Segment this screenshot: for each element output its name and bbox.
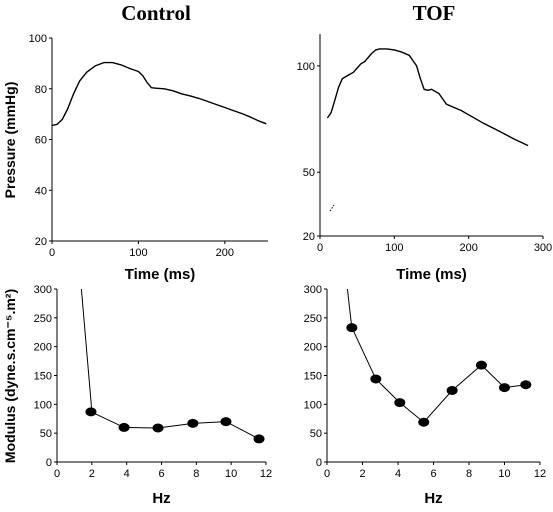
control-pressure-y-tick-label: 20 <box>35 236 47 248</box>
tof-modulus-x-tick-label: 12 <box>534 468 546 480</box>
tof-pressure-y-tick-label: 100 <box>297 61 315 73</box>
control-modulus-y-tick-label: 300 <box>34 284 52 296</box>
control-modulus-data-point <box>85 407 97 417</box>
control-pressure-series-line <box>51 61 267 127</box>
tof-modulus-data-point <box>446 385 458 395</box>
control-pressure-y-tick-label: 40 <box>35 185 47 197</box>
control-pressure-y-tick-label: 80 <box>35 84 47 96</box>
tof-modulus-data-point <box>346 323 358 333</box>
chart-control-pressure: 20 40 60 80 100 0 100 200 Time (ms) <box>29 33 268 283</box>
chart-tof-pressure: 20 50 100 0 100 200 300 Time (ms) <box>297 34 552 283</box>
tof-pressure-x-tick-label: 300 <box>534 242 552 254</box>
tof-modulus-data-point <box>475 360 487 370</box>
control-modulus-x-axis-title: Hz <box>152 490 170 507</box>
chart-control-modulus: 0 50 100 150 200 250 300 0 2 4 6 8 10 12 Hz <box>34 284 272 507</box>
tof-pressure-series-line <box>326 48 529 147</box>
control-pressure-x-axis-title: Time (ms) <box>125 266 196 283</box>
control-modulus-y-tick-label: 200 <box>34 342 52 354</box>
tof-modulus-data-point <box>418 417 430 427</box>
control-modulus-x-tick-label: 4 <box>124 468 130 480</box>
control-modulus-y-tick-label: 100 <box>34 399 52 411</box>
tof-modulus-data-point <box>520 380 532 390</box>
control-modulus-x-tick-label: 0 <box>54 468 60 480</box>
control-pressure-x-tick-label: 100 <box>129 247 147 259</box>
control-modulus-y-tick-label: 50 <box>40 428 52 440</box>
control-modulus-leading-line <box>80 288 93 412</box>
tof-modulus-data-point <box>499 383 510 393</box>
control-modulus-x-tick-label: 12 <box>260 468 272 480</box>
y-axis-title-pressure: Pressure (mmHg) <box>2 82 18 199</box>
control-modulus-data-point <box>152 423 164 433</box>
control-pressure-x-tick-label: 200 <box>216 247 234 259</box>
control-modulus-x-tick-label: 6 <box>158 468 164 480</box>
y-axis-title-modulus: Modulus (dyne.s.cm⁻⁵.m²) <box>2 289 18 463</box>
tof-modulus-x-tick-label: 4 <box>395 468 401 480</box>
control-modulus-data-point <box>187 418 199 428</box>
control-modulus-x-tick-label: 10 <box>225 468 237 480</box>
control-modulus-y-tick-label: 250 <box>34 313 52 325</box>
control-modulus-connecting-line <box>90 411 260 440</box>
tof-modulus-y-tick-label: 0 <box>316 457 322 469</box>
tof-modulus-y-tick-label: 200 <box>304 342 322 354</box>
control-modulus-y-tick-label: 0 <box>46 457 52 469</box>
tof-modulus-data-point <box>370 374 382 384</box>
tof-modulus-x-tick-label: 8 <box>466 468 472 480</box>
tof-pressure-y-tick-label: 50 <box>303 167 315 179</box>
control-pressure-y-tick-label: 100 <box>29 33 47 45</box>
tof-modulus-data-point <box>394 398 406 408</box>
control-pressure-y-tick-label: 60 <box>35 135 47 147</box>
chart-tof-modulus: 0 50 100 150 200 250 300 0 2 4 6 8 10 12 Hz <box>304 284 546 507</box>
control-modulus-y-tick-label: 150 <box>34 371 52 383</box>
tof-modulus-y-tick-label: 100 <box>304 399 322 411</box>
tof-modulus-leading-line <box>346 288 353 329</box>
tof-pressure-x-tick-label: 200 <box>459 242 477 254</box>
control-pressure-x-tick-label: 0 <box>49 247 55 259</box>
tof-modulus-y-tick-label: 250 <box>304 313 322 325</box>
tof-modulus-y-tick-label: 150 <box>304 371 322 383</box>
control-modulus-data-point <box>118 422 130 432</box>
tof-modulus-x-tick-label: 2 <box>359 468 365 480</box>
column-title-control: Control <box>121 1 191 25</box>
control-modulus-data-point <box>220 417 232 427</box>
tof-modulus-x-tick-label: 6 <box>430 468 436 480</box>
tof-pressure-artifact-mark <box>329 204 335 212</box>
control-modulus-x-tick-label: 2 <box>89 468 95 480</box>
tof-pressure-x-tick-label: 0 <box>317 242 323 254</box>
control-modulus-x-tick-label: 8 <box>193 468 199 480</box>
control-modulus-data-point <box>253 434 265 444</box>
tof-modulus-x-tick-label: 0 <box>324 468 330 480</box>
tof-pressure-x-axis-title: Time (ms) <box>396 266 467 283</box>
tof-modulus-y-tick-label: 300 <box>304 284 322 296</box>
tof-modulus-x-tick-label: 10 <box>498 468 510 480</box>
tof-modulus-x-axis-title: Hz <box>424 490 442 507</box>
tof-pressure-y-tick-label: 20 <box>303 231 315 243</box>
tof-modulus-y-tick-label: 50 <box>310 428 322 440</box>
tof-pressure-x-tick-label: 100 <box>385 242 403 254</box>
tof-modulus-connecting-line <box>351 327 526 423</box>
column-title-tof: TOF <box>413 1 456 25</box>
